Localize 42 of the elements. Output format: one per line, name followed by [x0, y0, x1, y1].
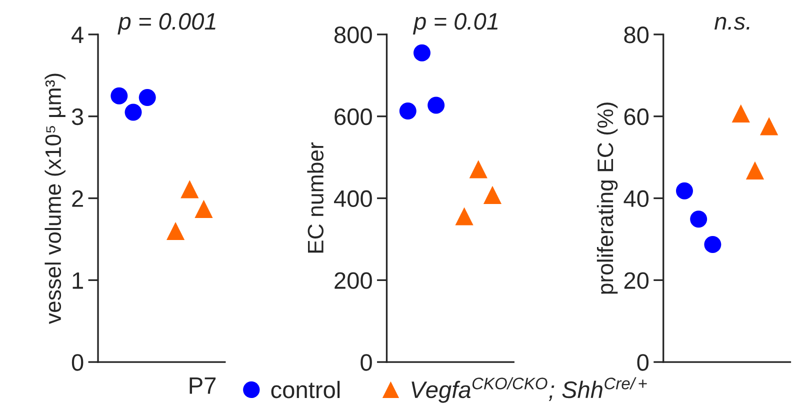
- chart-title: n.s.: [714, 16, 750, 30]
- y-tick-label: 40: [624, 190, 649, 208]
- y-tick-label: 0: [360, 354, 372, 371]
- point: [704, 236, 722, 254]
- point: [676, 182, 693, 200]
- y-axis-title: EC number: [307, 142, 324, 253]
- point: [428, 96, 445, 114]
- y-tick-label: 80: [624, 26, 649, 44]
- point: [455, 207, 474, 226]
- chart-title: p = 0.01: [412, 13, 498, 34]
- y-tick-label: 20: [624, 272, 649, 289]
- y-axis-title: proliferating EC (%): [596, 102, 618, 294]
- legend-label: Vegfa$^{CKO/CKO}$; Shh$^{Cre/+}$: [412, 377, 647, 403]
- legend-label: control: [271, 380, 340, 398]
- y-axis-title: vessel volume (x10⁵ µm³): [44, 74, 66, 324]
- y-tick-label: 60: [624, 108, 649, 126]
- y-tick-label: 400: [334, 190, 372, 208]
- legend-title: P7: [190, 377, 216, 394]
- point: [110, 87, 128, 104]
- y-tick-label: 800: [334, 26, 372, 44]
- y-tick-label: 600: [334, 108, 372, 126]
- point: [483, 186, 502, 204]
- point: [138, 89, 156, 106]
- y-tick-label: 2: [72, 190, 83, 207]
- y-tick-label: 200: [334, 272, 372, 289]
- point: [690, 210, 708, 228]
- y-tick-label: 3: [72, 108, 84, 126]
- y-tick-label: 0: [72, 354, 84, 371]
- y-tick-label: 0: [637, 354, 649, 371]
- point: [413, 44, 430, 62]
- point: [194, 200, 213, 218]
- point: [124, 104, 142, 121]
- y-tick-label: 1: [72, 272, 83, 289]
- point: [399, 102, 416, 120]
- point: [180, 180, 199, 198]
- point: [732, 104, 750, 123]
- point: [469, 160, 488, 178]
- chart-title: p = 0.001: [118, 13, 216, 34]
- point: [760, 117, 778, 136]
- y-tick-label: 4: [72, 26, 84, 43]
- point: [166, 222, 185, 240]
- point: [746, 161, 764, 180]
